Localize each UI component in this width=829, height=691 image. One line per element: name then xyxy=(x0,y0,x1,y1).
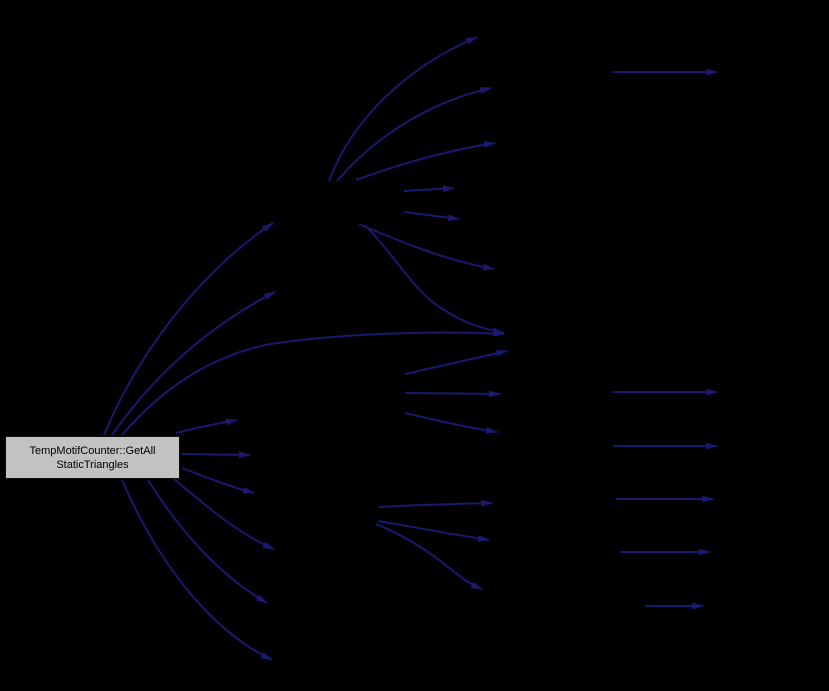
middle-hub-out-3 xyxy=(404,412,498,434)
root-to-node-6 xyxy=(173,478,275,550)
root-to-upper-hub xyxy=(103,222,274,436)
root-to-node-3 xyxy=(175,418,238,434)
middle-hub-out-1 xyxy=(404,350,508,375)
upper-hub-out-6 xyxy=(358,223,495,271)
root-to-node-8 xyxy=(121,479,273,661)
upper-hub-out-4 xyxy=(403,185,455,193)
upper-hub-out-2 xyxy=(336,87,492,182)
root-to-upper-node-2 xyxy=(111,291,276,436)
lower-hub-out-3-s-curve xyxy=(375,523,483,590)
upper-hub-out-3 xyxy=(355,141,496,181)
upper-hub-out-7-s-curve xyxy=(365,225,505,335)
upper-hub-out-1 xyxy=(328,36,478,182)
lower-hub-out-2 xyxy=(377,520,490,542)
lower-hub-out-1 xyxy=(378,499,493,508)
root-long-arc-to-mid xyxy=(121,330,505,436)
root-to-node-4 xyxy=(181,451,251,459)
node-label-line2: StaticTriangles xyxy=(56,458,129,471)
root-to-node-7 xyxy=(147,479,268,604)
middle-hub-out-2 xyxy=(404,390,501,398)
node-tempmotifcounter-getallstatictriangles: TempMotifCounter::GetAll StaticTriangles xyxy=(5,436,180,479)
upper-hub-out-5 xyxy=(403,211,460,221)
root-to-node-5 xyxy=(181,467,255,494)
node-label-line1: TempMotifCounter::GetAll xyxy=(29,444,156,457)
